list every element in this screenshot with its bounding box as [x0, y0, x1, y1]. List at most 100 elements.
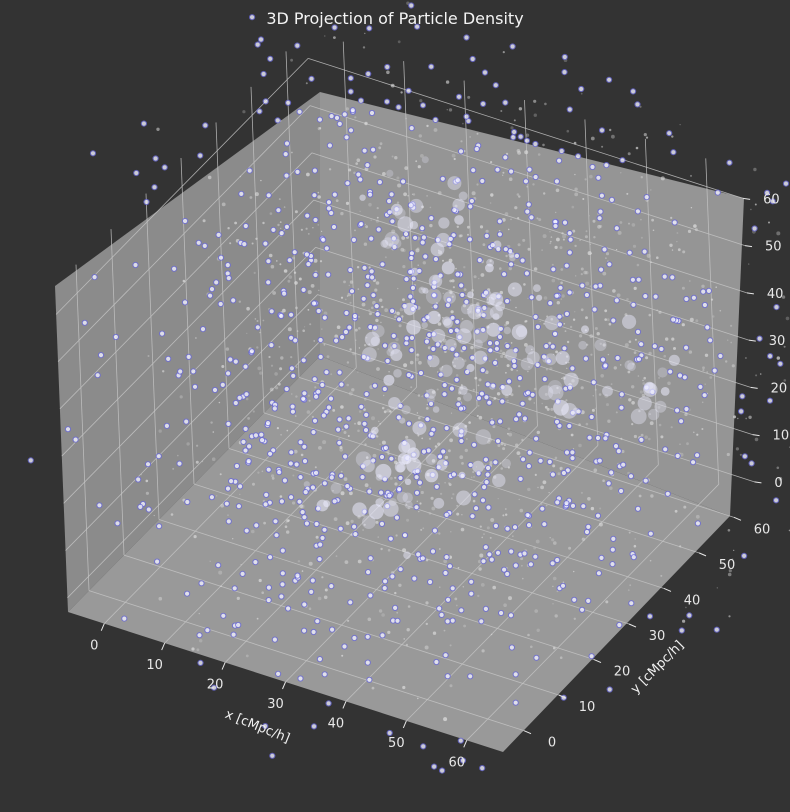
- faint-particle: [683, 505, 687, 509]
- particle-marker: [627, 473, 635, 480]
- faint-particle: [443, 717, 448, 722]
- y-tick-mark: [733, 516, 742, 521]
- faint-particle: [437, 322, 442, 326]
- faint-particle: [733, 415, 737, 419]
- particle-marker: [310, 429, 317, 436]
- faint-particle: [566, 129, 570, 133]
- faint-particle: [306, 172, 310, 177]
- particle-marker: [481, 484, 488, 491]
- faint-particle: [400, 91, 403, 94]
- particle-marker: [511, 524, 519, 531]
- faint-particle: [367, 617, 372, 622]
- faint-particle: [557, 278, 560, 281]
- particle-marker: [208, 286, 216, 293]
- faint-particle: [272, 291, 276, 295]
- faint-particle: [279, 263, 282, 266]
- faint-particle: [452, 426, 457, 431]
- faint-particle: [372, 453, 377, 458]
- particle-marker: [428, 63, 435, 70]
- faint-particle: [726, 452, 730, 457]
- faint-particle: [515, 306, 517, 309]
- particle-marker: [336, 120, 343, 128]
- particle-marker: [594, 512, 602, 519]
- particle-marker: [327, 395, 335, 402]
- particle-marker: [553, 178, 561, 185]
- faint-particle: [508, 432, 513, 437]
- faint-particle: [685, 606, 687, 609]
- faint-particle: [594, 327, 598, 330]
- particle-marker: [367, 555, 374, 562]
- faint-particle: [553, 541, 557, 545]
- faint-particle: [196, 444, 199, 447]
- faint-particle: [416, 247, 420, 250]
- particle-marker: [560, 469, 568, 477]
- particle-marker: [319, 534, 326, 542]
- faint-particle: [525, 133, 530, 137]
- faint-particle: [551, 278, 556, 283]
- faint-particle: [681, 323, 685, 327]
- faint-particle: [627, 152, 631, 156]
- particle-marker: [132, 261, 139, 269]
- faint-particle: [523, 283, 526, 286]
- faint-particle: [533, 402, 535, 404]
- faint-particle: [516, 193, 520, 196]
- particle-marker: [350, 236, 357, 243]
- faint-particle: [476, 132, 479, 135]
- faint-particle: [450, 310, 454, 314]
- particle-marker: [563, 310, 571, 317]
- particle-marker: [550, 266, 557, 273]
- faint-particle: [479, 525, 482, 528]
- faint-particle: [649, 413, 651, 415]
- particle-marker: [613, 225, 620, 232]
- z-tick-label: 60: [763, 192, 780, 207]
- faint-particle: [478, 567, 482, 571]
- particle-marker: [764, 189, 771, 196]
- particle-marker: [394, 617, 401, 624]
- faint-particle: [506, 399, 509, 402]
- particle-marker: [333, 337, 340, 344]
- faint-particle: [506, 364, 510, 368]
- particle-marker: [469, 354, 476, 361]
- dense-clump: [424, 468, 439, 483]
- particle-marker: [511, 362, 518, 370]
- particle-marker: [683, 405, 690, 413]
- faint-particle: [518, 195, 521, 198]
- particle-marker: [651, 343, 658, 350]
- z-tick-label: 20: [771, 381, 788, 396]
- particle-marker: [199, 326, 207, 333]
- particle-marker: [521, 550, 528, 557]
- particle-marker: [163, 422, 170, 429]
- particle-marker: [502, 246, 509, 253]
- faint-particle: [639, 390, 644, 394]
- faint-particle: [434, 445, 438, 448]
- faint-particle: [489, 536, 492, 539]
- particle-marker: [429, 548, 437, 555]
- particle-marker: [751, 225, 758, 232]
- faint-particle: [499, 349, 503, 353]
- faint-particle: [489, 360, 491, 362]
- faint-particle: [573, 570, 575, 573]
- faint-particle: [596, 332, 600, 336]
- faint-particle: [628, 340, 632, 344]
- particle-marker: [707, 337, 714, 344]
- faint-particle: [371, 416, 375, 421]
- x-tick-mark: [100, 623, 105, 631]
- faint-particle: [394, 476, 397, 479]
- particle-marker: [364, 659, 371, 666]
- dense-clump: [362, 459, 375, 473]
- faint-particle: [688, 280, 691, 282]
- faint-particle: [646, 253, 651, 258]
- particle-marker: [457, 148, 465, 155]
- faint-particle: [373, 155, 377, 159]
- faint-particle: [417, 697, 419, 700]
- faint-particle: [364, 32, 366, 35]
- particle-marker: [480, 326, 487, 333]
- faint-particle: [609, 128, 612, 132]
- dense-clump: [505, 349, 517, 361]
- faint-particle: [313, 340, 315, 342]
- faint-particle: [586, 343, 589, 346]
- dense-clump: [489, 306, 503, 320]
- faint-particle: [606, 318, 610, 322]
- dense-clump: [561, 402, 578, 419]
- faint-particle: [269, 387, 274, 392]
